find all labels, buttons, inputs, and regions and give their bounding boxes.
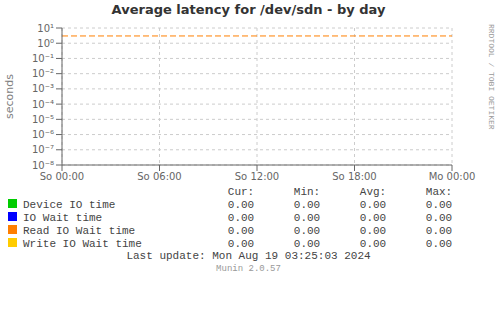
svg-text:10⁻⁵: 10⁻⁵ [32, 114, 54, 125]
svg-text:10⁰: 10⁰ [37, 38, 54, 49]
html-text:0.00: 0.00 [425, 211, 453, 224]
svg-text:So 18:00: So 18:00 [332, 171, 376, 182]
svg-text:10⁻⁴: 10⁻⁴ [32, 99, 54, 110]
html-text:0.00: 0.00 [359, 224, 387, 237]
html-text:0.00: 0.00 [359, 211, 387, 224]
html-text:0.00: 0.00 [293, 237, 321, 250]
svg-text:10⁻⁷: 10⁻⁷ [32, 144, 54, 155]
html-text:Read IO Wait time: Read IO Wait time [23, 224, 136, 237]
svg-text:10⁻⁸: 10⁻⁸ [32, 160, 54, 171]
html-text:Max:: Max: [425, 185, 453, 198]
html-text:0.00: 0.00 [293, 198, 321, 211]
html-text:0.00: 0.00 [425, 198, 453, 211]
html-text:0.00: 0.00 [227, 211, 255, 224]
html-text:Cur:: Cur: [227, 185, 255, 198]
svg-text:10⁻¹: 10⁻¹ [32, 53, 54, 64]
svg-text:So 12:00: So 12:00 [235, 171, 279, 182]
svg-text:Mo 00:00: Mo 00:00 [429, 171, 476, 182]
html-text:IO Wait time: IO Wait time [23, 211, 103, 224]
html-text:Last update: Mon Aug 19 03:25:: Last update: Mon Aug 19 03:25:03 2024 [126, 250, 371, 262]
svg-text:10⁻³: 10⁻³ [32, 83, 54, 94]
html-text:0.00: 0.00 [227, 198, 255, 211]
svg-text:So 06:00: So 06:00 [137, 171, 181, 182]
svg-text:seconds: seconds [8, 74, 16, 119]
html-text:0.00: 0.00 [293, 224, 321, 237]
html-text:Munin 2.0.57: Munin 2.0.57 [216, 264, 281, 274]
html-text:Average latency for /dev/sdn -: Average latency for /dev/sdn - by day [111, 2, 386, 17]
html-text:0.00: 0.00 [359, 237, 387, 250]
html-text:Write IO Wait time: Write IO Wait time [23, 237, 142, 250]
svg-text:10⁻²: 10⁻² [32, 68, 54, 79]
html-text:0.00: 0.00 [293, 211, 321, 224]
html-text:0.00: 0.00 [425, 237, 453, 250]
svg-text:10⁻⁶: 10⁻⁶ [32, 129, 54, 140]
html-text:0.00: 0.00 [425, 224, 453, 237]
html-text:RRDTOOL / TOBI OETIKER: RRDTOOL / TOBI OETIKER [487, 24, 496, 130]
svg-text:10¹: 10¹ [37, 23, 54, 34]
svg-text:So 00:00: So 00:00 [40, 171, 84, 182]
html-text:0.00: 0.00 [227, 224, 255, 237]
html-text:Device IO time: Device IO time [23, 198, 116, 211]
html-text:Min:: Min: [293, 185, 321, 198]
html-text:0.00: 0.00 [227, 237, 255, 250]
html-text:0.00: 0.00 [359, 198, 387, 211]
html-text:Avg:: Avg: [359, 185, 387, 198]
